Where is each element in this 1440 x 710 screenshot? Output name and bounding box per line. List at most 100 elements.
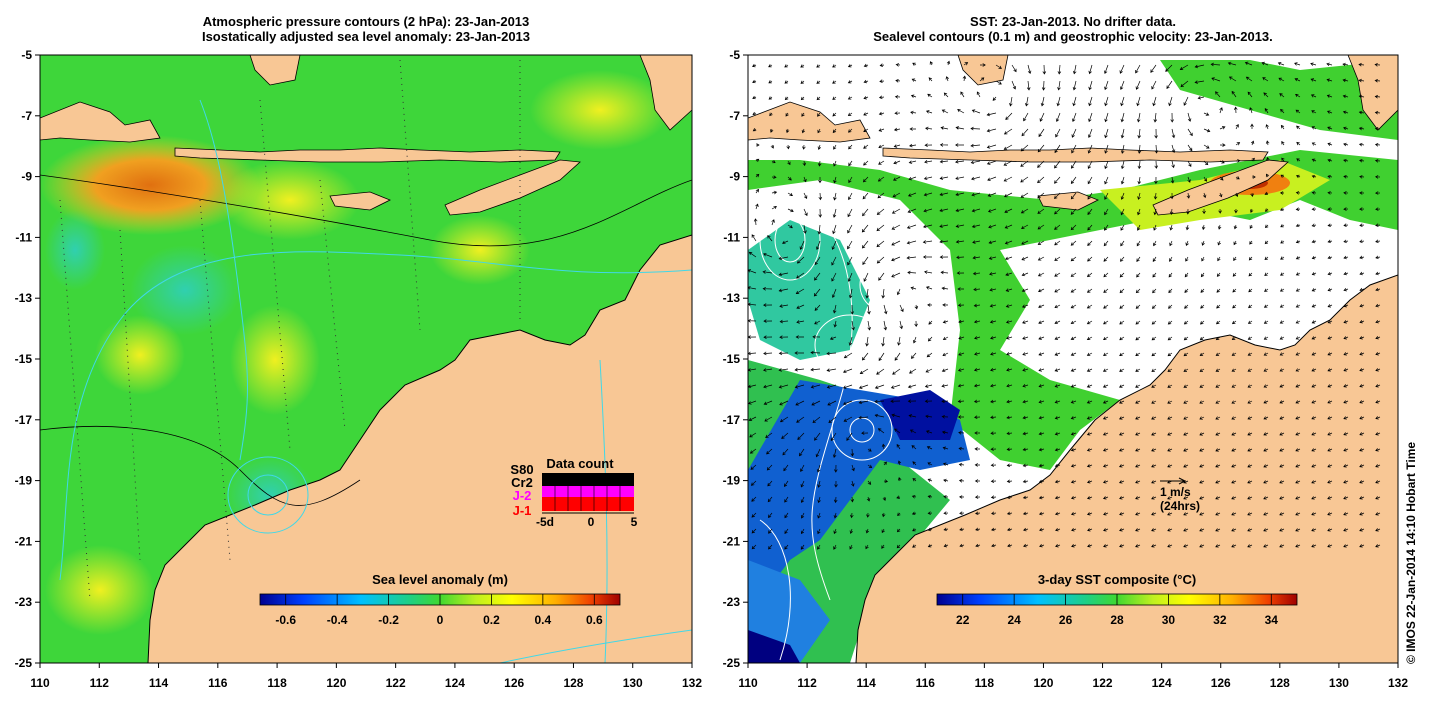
velocity-arrow [890,399,901,404]
velocity-arrow [794,367,805,372]
velocity-arrow [1135,528,1141,532]
right-y-tick-label: -23 [723,595,741,609]
colorbar-tick-label: -0.4 [327,613,348,627]
velocity-arrow [833,176,837,184]
velocity-arrow [768,64,773,68]
velocity-arrow [989,288,997,292]
velocity-arrow [1203,144,1210,149]
velocity-arrow [749,448,757,454]
velocity-arrow [924,143,933,148]
velocity-arrow [943,92,949,98]
velocity-arrow [795,335,804,339]
velocity-arrow [878,352,885,362]
velocity-arrow [989,272,997,276]
velocity-arrow [784,496,789,503]
velocity-arrow [831,256,837,266]
northern-land [249,55,301,86]
velocity-arrow [1375,351,1381,356]
velocity-arrow [1343,352,1349,356]
velocity-arrow [883,320,888,331]
northern-land [1347,55,1398,131]
velocity-arrow [1087,192,1093,200]
left-x-tick-label: 132 [682,676,702,690]
velocity-arrow [863,160,869,166]
velocity-arrow [895,63,901,67]
velocity-arrow [1343,464,1349,468]
velocity-arrow [1042,64,1047,75]
velocity-arrow [1358,126,1365,131]
velocity-arrow [1070,176,1077,185]
velocity-arrow [1359,496,1365,500]
sla-colorbar-ticks: -0.6 -0.4 -0.2 0 0.2 0.4 0.6 [275,594,603,627]
right-y-tick-label: -15 [723,352,741,366]
velocity-arrow [816,80,821,84]
velocity-arrow [1103,240,1109,247]
velocity-arrow [1311,544,1317,548]
velocity-arrow [907,399,917,404]
velocity-arrow [1102,384,1109,388]
velocity-arrow [1151,320,1157,325]
velocity-arrow [1006,495,1013,500]
left-map [40,55,692,663]
velocity-arrow [770,144,775,149]
velocity-arrow [1232,288,1237,293]
timor-island [444,159,581,216]
velocity-arrow [802,144,806,150]
velocity-arrow [1120,224,1125,231]
velocity-arrow [1215,368,1221,372]
velocity-arrow [1203,112,1210,116]
velocity-arrow [1326,110,1333,114]
velocity-arrow [892,368,901,375]
velocity-arrow [1295,384,1301,388]
velocity-arrow [1186,208,1190,215]
velocity-arrow [927,511,933,515]
velocity-arrow [1070,208,1077,215]
velocity-arrow [909,127,916,131]
velocity-arrow [1022,368,1029,372]
velocity-arrow [1070,416,1077,420]
velocity-arrow [1171,160,1175,169]
velocity-arrow [1104,208,1109,216]
velocity-arrow [848,128,853,133]
velocity-arrow [1247,320,1253,324]
velocity-arrow [891,208,901,214]
left-y-tick-label: -23 [15,595,33,609]
velocity-arrow [1151,416,1157,420]
velocity-arrow [912,544,917,548]
velocity-arrow [1359,512,1365,516]
velocity-arrow [1358,78,1365,83]
velocity-arrow [1215,352,1221,356]
velocity-arrow [815,448,821,458]
velocity-arrow [942,446,949,450]
velocity-arrow [912,528,917,532]
velocity-arrow [1151,496,1157,500]
credit-text: © IMOS 22-Jan-2014 14:10 Hobart Time [1404,441,1418,664]
velocity-arrow [1219,107,1223,114]
velocity-arrow [922,240,933,244]
velocity-arrow [1279,352,1285,356]
velocity-arrow [1277,62,1285,66]
velocity-arrow [990,399,997,404]
sst-cold-field [880,390,960,440]
velocity-arrow [924,384,933,388]
velocity-arrow [878,144,885,149]
velocity-arrow [1167,352,1173,357]
velocity-arrow [1264,272,1269,277]
velocity-arrow [867,304,871,315]
velocity-arrow [971,208,981,213]
velocity-arrow [833,144,837,150]
velocity-arrow [1295,304,1301,308]
velocity-arrow [1202,208,1206,215]
velocity-arrow [1071,160,1077,169]
velocity-arrow [1343,480,1349,484]
velocity-arrow [1263,400,1269,404]
velocity-arrow [927,303,933,307]
velocity-arrow [939,208,949,213]
velocity-arrow [1311,255,1317,260]
colorbar-tick-label: -0.6 [275,613,296,627]
velocity-arrow [800,96,805,101]
velocity-arrow [1135,480,1141,484]
velocity-arrow [1137,128,1141,139]
sla-low-blob [45,210,105,290]
velocity-arrow [927,494,933,499]
